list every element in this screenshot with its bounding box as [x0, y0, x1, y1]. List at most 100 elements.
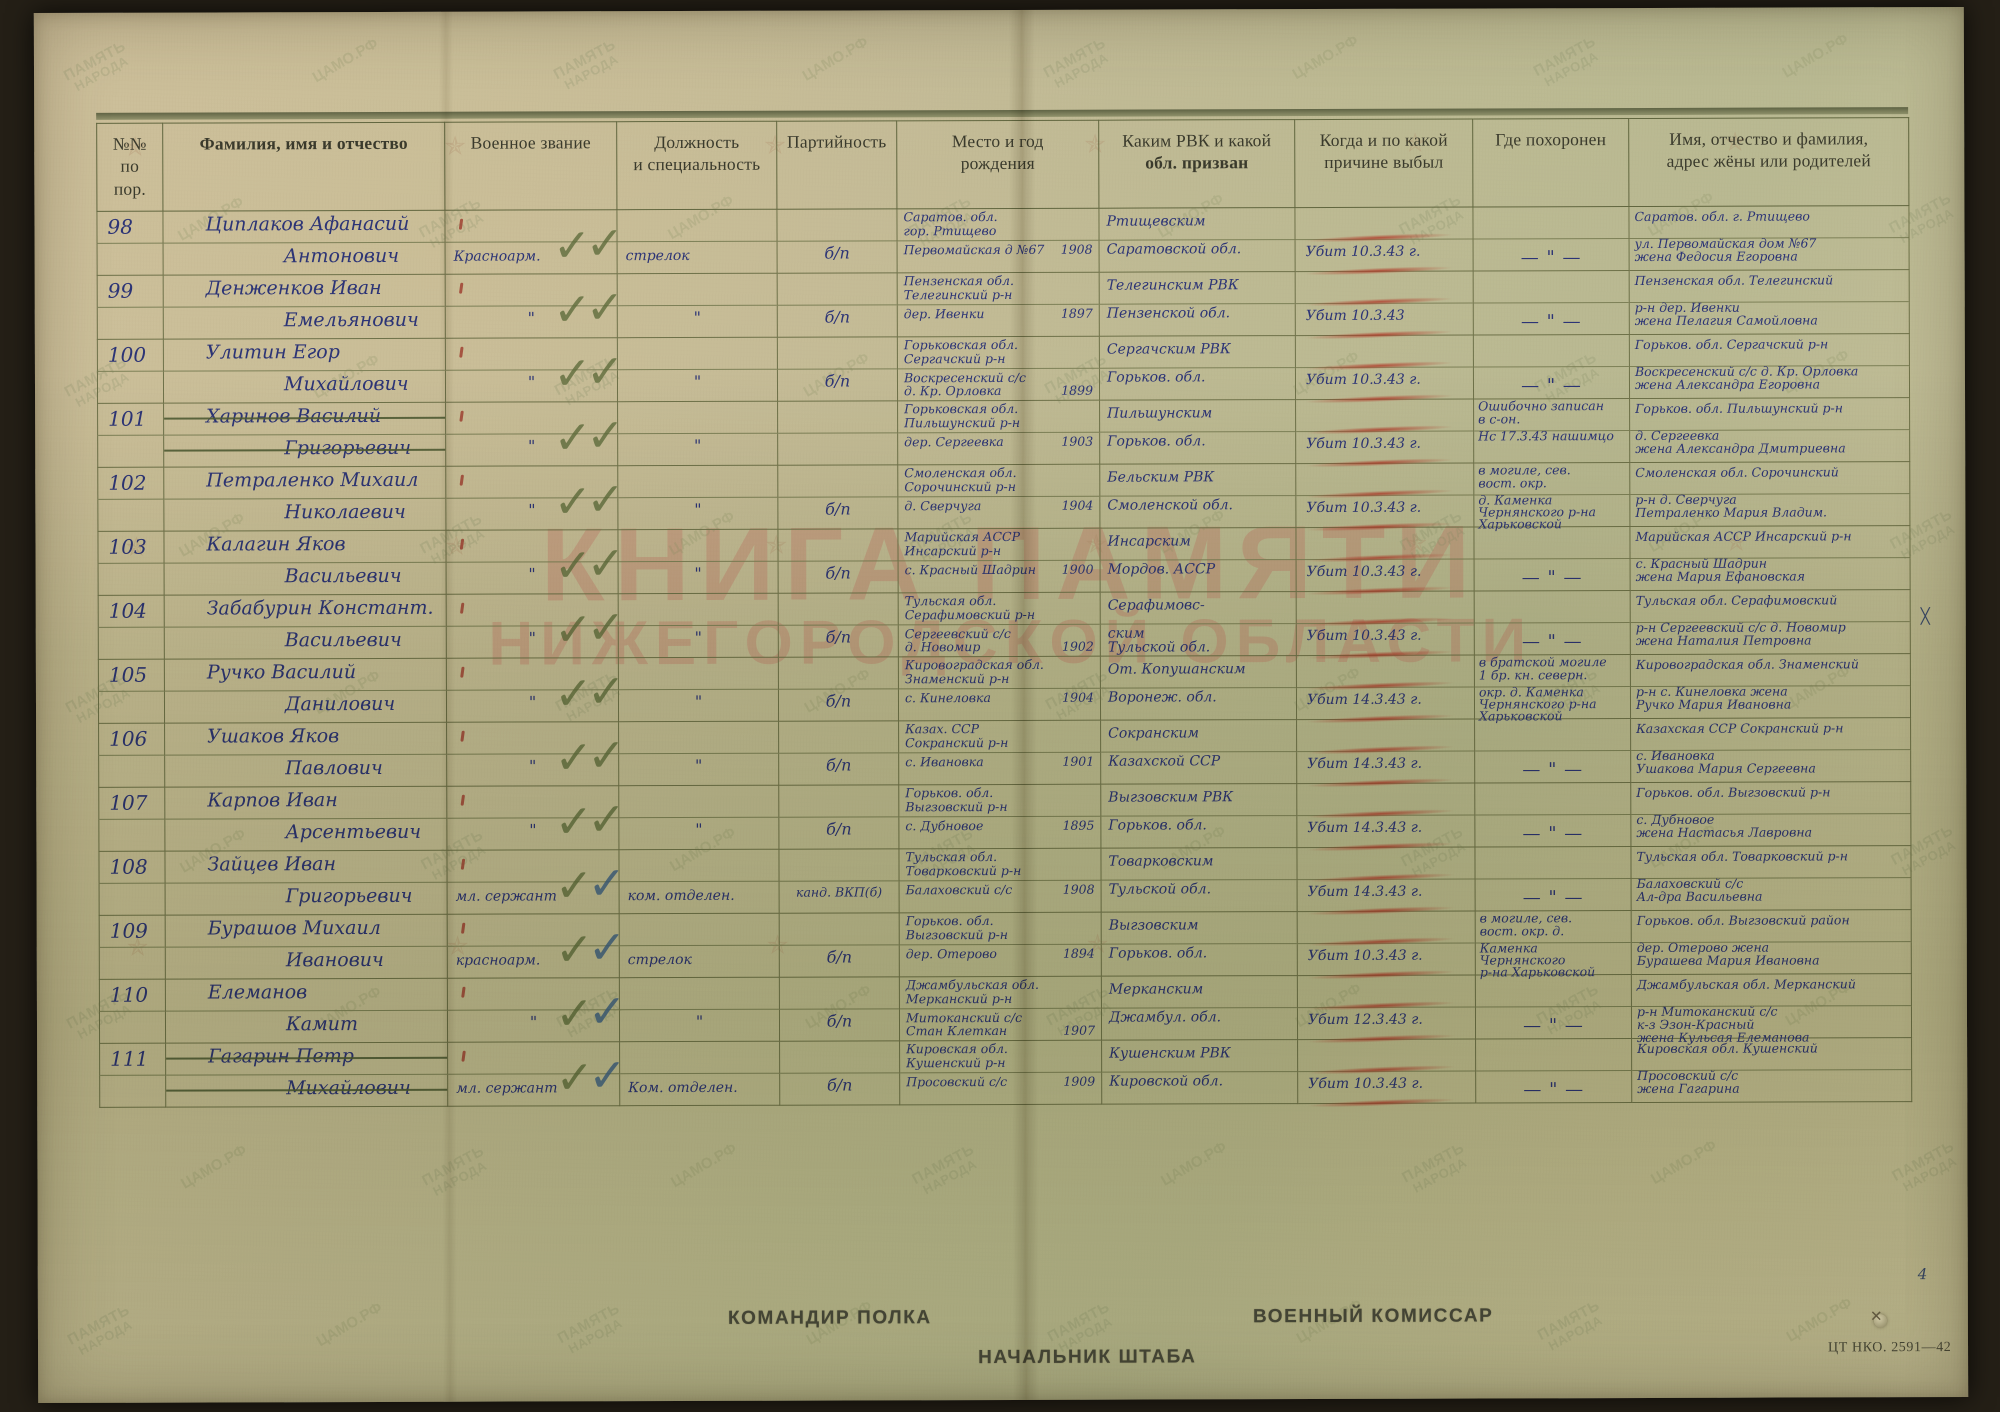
footer-chief-of-staff-label: НАЧАЛЬНИК ШТАБА: [978, 1346, 1197, 1369]
birthplace-line-3: Просовский с/с: [906, 1074, 1008, 1090]
table-row-continuation[interactable]: Михайлович мл. сержант Ком. отделен. ✓ б/п Пр…: [99, 1048, 1912, 1110]
party-value: б/п: [826, 1011, 853, 1031]
row-surname-given: Зайцев Иван: [207, 853, 337, 876]
fate-value: Убит 10.3.43: [1305, 307, 1405, 325]
cell-position-value: Ком. отделен. ✓: [588, 1048, 780, 1106]
cell-rank: ✓: [447, 977, 620, 1041]
cell-patronymic: Михайлович: [165, 1074, 448, 1108]
fate-value: Убит 14.3.43 г.: [1307, 755, 1423, 773]
cell-position: [616, 209, 778, 242]
cell-position: [619, 977, 780, 1010]
cell-kin-continued: с. Ивановка Ушакова Мария Сергеевна: [1630, 748, 1911, 783]
row-number: 106: [109, 726, 148, 751]
cell-position: [617, 465, 778, 498]
cell-burial-continued: — " —: [1474, 814, 1631, 848]
position-value: ": [695, 820, 703, 840]
cell-patronymic: Антонович: [163, 242, 446, 276]
rank-value: ": [528, 692, 537, 712]
cell-kin-continued: Просовский с/с жена Гагарина: [1631, 1068, 1912, 1103]
row-patronymic: Николаевич: [284, 501, 406, 524]
col-header-rank: Военное звание: [444, 121, 617, 211]
row-patronymic: Данилович: [284, 693, 396, 716]
cell-rvk-continued: Горьков. обл.: [1100, 815, 1297, 849]
kin-line-3: Ушакова Мария Сергеевна: [1636, 760, 1816, 777]
cell-kin: Горьков. обл. Сергачский р-н: [1629, 333, 1910, 367]
cell-kin-continued: р-н Сергеевский с/с д. Новомир жена Натал…: [1630, 620, 1911, 655]
rvk-line-2: Горьков. обл.: [1108, 817, 1207, 834]
cell-name: Карпов Иван: [164, 786, 447, 820]
cell-name: Улитин Егор: [163, 338, 446, 372]
row-patronymic: Павлович: [285, 757, 383, 780]
cell-party: [778, 656, 899, 690]
rvk-line-2: Казахской ССР: [1108, 753, 1221, 770]
rank-value: ": [528, 500, 536, 520]
row-number: 101: [108, 406, 147, 431]
cell-birthplace: Саратов. обл. гор. Ртищево: [896, 208, 1100, 241]
cell-rank: ✓: [446, 593, 619, 657]
party-value: б/п: [826, 947, 853, 967]
cell-burial: [1475, 1038, 1632, 1072]
burial-ditto-mark: — " —: [1522, 759, 1584, 781]
burial-ditto-mark: — " —: [1520, 311, 1582, 333]
birthplace-line-3: с. Красный Шадрин: [904, 562, 1037, 578]
casualty-table-wrapper: №№ по пор. Фамилия, имя и отчество Военн…: [96, 117, 1912, 1110]
cell-position-value: " ✓: [587, 728, 779, 786]
cell-burial-continued: — " —: [1473, 238, 1630, 272]
cell-number: 110: [99, 979, 166, 1012]
rvk-line-2: Горьков. обл.: [1108, 945, 1208, 962]
row-surname-given: Калагин Яков: [206, 533, 346, 556]
rvk-line-2: Саратовской обл.: [1106, 241, 1242, 258]
table-header: №№ по пор. Фамилия, имя и отчество Военн…: [96, 117, 1909, 212]
party-value: б/п: [825, 755, 852, 775]
cell-fate: [1295, 527, 1475, 565]
birthplace-line-1: Марийская АССР: [904, 529, 1021, 545]
burial-ditto-mark: — " —: [1523, 1015, 1584, 1037]
cell-rvk: Пильшунским: [1099, 399, 1296, 433]
kin-line-3: жена Настасья Лавровна: [1636, 824, 1813, 841]
cell-name: Ручко Василий: [164, 658, 447, 692]
cell-patronymic: Камит: [165, 1010, 448, 1044]
cell-kin: Саратов. обл. г. Ртищево: [1628, 205, 1910, 239]
rvk-line-1: Сокранским: [1108, 725, 1199, 742]
burial-line-2: вост. окр.: [1478, 475, 1547, 491]
cell-kin-continued: дер. Отерово жена Бурашева Мария Ивановна: [1631, 940, 1912, 975]
cell-fate-value: Убит 10.3.43 г.: [1295, 367, 1474, 406]
cell-fate-value: Убит 14.3.43 г.: [1296, 751, 1475, 790]
party-value: б/п: [824, 371, 851, 391]
kin-line-3: жена Александра Егоровна: [1634, 376, 1821, 393]
cell-burial-continued: — " —: [1475, 1070, 1632, 1104]
col-header-name: Фамилия, имя и отчество: [162, 122, 445, 212]
watermark-camo-archive: ЦАМО.РФ: [1648, 1136, 1720, 1188]
cell-position: [618, 721, 779, 754]
kin-line-3: жена Мария Ефановская: [1635, 568, 1806, 585]
birthplace-line-1: Кировоградская обл.: [904, 657, 1044, 673]
cell-rvk-continued: Тульской обл.: [1101, 879, 1298, 913]
party-value: б/п: [826, 819, 852, 839]
birthplace-line-2: Знаменский р-н: [904, 671, 1010, 687]
cell-rvk-continued: Воронеж. обл.: [1100, 687, 1297, 721]
cell-birthplace: Тульская обл. Серафимовский р-н: [898, 592, 1101, 625]
watermark-pamyat-naroda: ПАМЯТЬ НАРОДА: [909, 1140, 980, 1198]
cell-rank-value: ": [445, 433, 618, 467]
cell-kin-continued: Балаховский с/с Ал-дра Васильевна: [1631, 876, 1912, 911]
watermark-camo-archive: ЦАМО.РФ: [313, 1298, 386, 1351]
fate-value: Убит 10.3.43 г.: [1305, 371, 1421, 389]
cell-party: [778, 848, 900, 882]
cell-fate: [1296, 591, 1475, 629]
cell-number-continued: [99, 1011, 166, 1044]
cell-position: [617, 273, 778, 306]
cell-patronymic: Данилович: [164, 690, 447, 724]
rank-value: ": [527, 308, 535, 328]
birthplace-line-2: Сергачский р-н: [903, 351, 1006, 367]
cell-position-value: " ✓: [586, 280, 778, 338]
cell-rvk: Телегинским РВК: [1099, 271, 1296, 305]
cell-fate: [1294, 207, 1474, 245]
kin-line-3: Ал-дра Васильевна: [1636, 888, 1763, 905]
birthplace-line-2: Товарковский р-н: [905, 863, 1022, 879]
cell-number-continued: [99, 1075, 166, 1108]
rvk-line-2: Кировской обл.: [1109, 1073, 1224, 1090]
red-ink-dot: [460, 730, 465, 743]
cell-position: [618, 593, 779, 626]
cell-birthplace-continued: Первомайская д №67 1908: [897, 240, 1100, 273]
kin-line-3: Ручко Мария Ивановна: [1635, 696, 1792, 713]
